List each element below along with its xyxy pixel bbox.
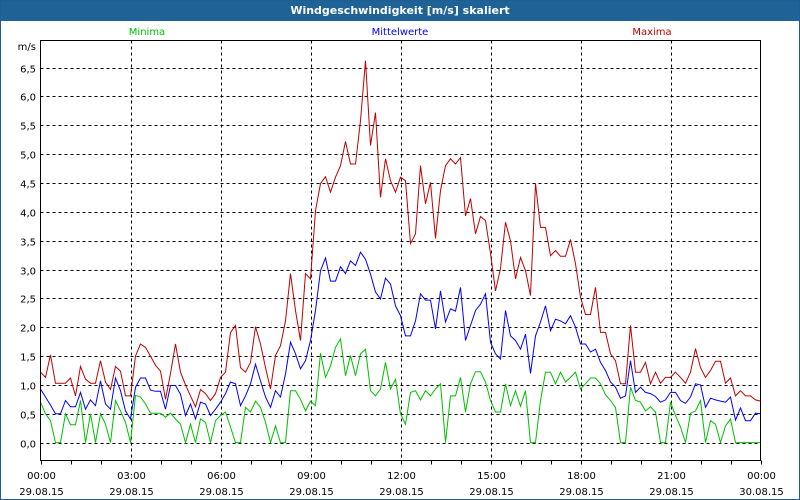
y-tick-label: 6,5	[20, 65, 36, 76]
x-tick-time: 12:00	[387, 471, 416, 482]
legend-mittelwerte: Mittelwerte	[372, 27, 429, 38]
plot-frame	[40, 40, 761, 461]
x-tick-time: 00:00	[747, 471, 776, 482]
x-axis-ticks: 00:00 29.08.15 03:00 29.08.15 06:00 29.08.15 0…	[19, 460, 784, 498]
series-mittelwerte	[40, 251, 761, 422]
x-tick-date: 29.08.15	[289, 487, 334, 498]
x-tick-time: 00:00	[27, 471, 56, 482]
y-tick-label: 5,5	[20, 122, 36, 133]
series-minima	[40, 337, 761, 445]
window-title: Windgeschwindigkeit [m/s] skaliert	[1, 1, 799, 21]
y-tick-label: 5,0	[20, 151, 36, 162]
x-tick-time: 09:00	[297, 471, 326, 482]
x-tick-date: 29.08.15	[199, 487, 244, 498]
grid	[40, 40, 761, 467]
y-axis-ticks: 0,0 0,5 1,0 1,5 2,0 2,5 3,0 3,5 4,0 4,5 5,0 5,5 6,0 6…	[20, 65, 36, 451]
y-axis-unit-label: m/s	[18, 42, 36, 53]
x-tick-time: 21:00	[657, 471, 686, 482]
y-tick-label: 3,5	[20, 238, 36, 249]
y-tick-label: 2,5	[20, 295, 36, 306]
x-tick-date: 30.08.15	[739, 487, 784, 498]
x-tick-date: 29.08.15	[379, 487, 424, 498]
x-tick-time: 18:00	[567, 471, 596, 482]
y-tick-label: 4,5	[20, 180, 36, 191]
x-tick-date: 29.08.15	[109, 487, 154, 498]
x-tick-date: 29.08.15	[649, 487, 694, 498]
legend-maxima: Maxima	[632, 27, 671, 38]
y-tick-label: 0,0	[20, 440, 36, 451]
y-tick-label: 4,0	[20, 209, 36, 220]
x-tick-date: 29.08.15	[19, 487, 64, 498]
x-tick-time: 06:00	[207, 471, 236, 482]
x-tick-time: 03:00	[117, 471, 146, 482]
x-tick-date: 29.08.15	[469, 487, 514, 498]
x-tick-date: 29.08.15	[559, 487, 604, 498]
x-tick-time: 15:00	[477, 471, 506, 482]
y-tick-label: 0,5	[20, 411, 36, 422]
series-maxima	[40, 60, 761, 409]
y-tick-label: 6,0	[20, 93, 36, 104]
y-tick-label: 1,0	[20, 382, 36, 393]
y-tick-label: 1,5	[20, 353, 36, 364]
legend-minima: Minima	[129, 27, 165, 38]
series-lines	[40, 60, 761, 445]
y-tick-label: 3,0	[20, 267, 36, 278]
y-tick-label: 2,0	[20, 324, 36, 335]
